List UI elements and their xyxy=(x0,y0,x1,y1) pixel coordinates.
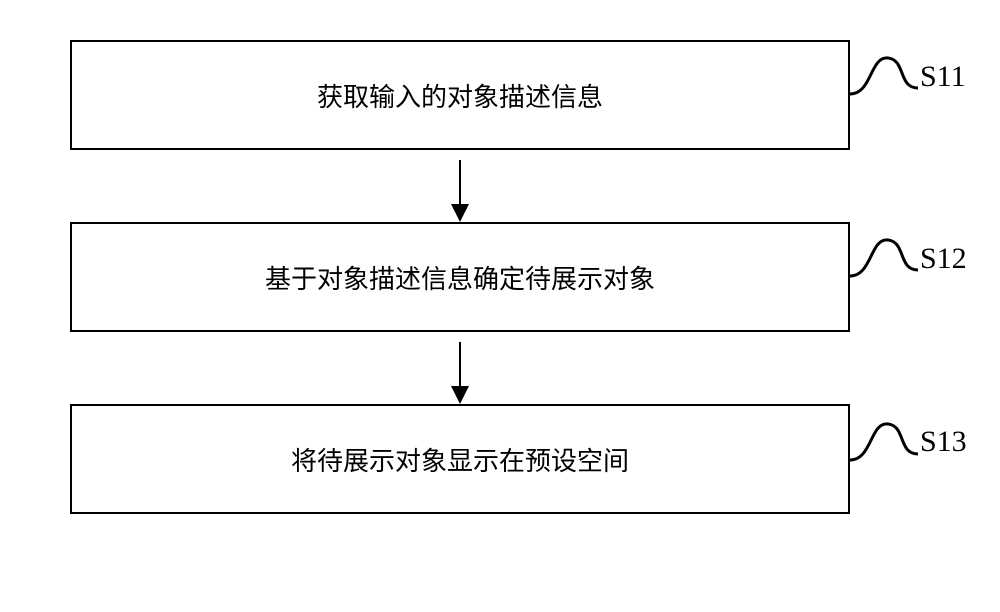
step-text: 将待展示对象显示在预设空间 xyxy=(291,441,629,478)
flowchart-step-s12: 基于对象描述信息确定待展示对象 xyxy=(70,222,850,332)
connector-curve-icon xyxy=(850,424,920,474)
arrow-head-icon xyxy=(451,204,469,222)
step-label-s11: S11 xyxy=(920,60,966,94)
connector-curve-icon xyxy=(850,58,920,108)
flowchart-step-s13: 将待展示对象显示在预设空间 xyxy=(70,404,850,514)
flowchart-arrow xyxy=(70,332,850,404)
flowchart-container: 获取输入的对象描述信息 基于对象描述信息确定待展示对象 将待展示对象显示在预设空… xyxy=(70,40,850,514)
step-text: 获取输入的对象描述信息 xyxy=(317,77,603,114)
flowchart-step-s11: 获取输入的对象描述信息 xyxy=(70,40,850,150)
arrow-head-icon xyxy=(451,386,469,404)
connector-curve-icon xyxy=(850,240,920,290)
step-label-s13: S13 xyxy=(920,425,967,459)
flowchart-arrow xyxy=(70,150,850,222)
step-label-s12: S12 xyxy=(920,242,967,276)
step-text: 基于对象描述信息确定待展示对象 xyxy=(265,259,655,296)
